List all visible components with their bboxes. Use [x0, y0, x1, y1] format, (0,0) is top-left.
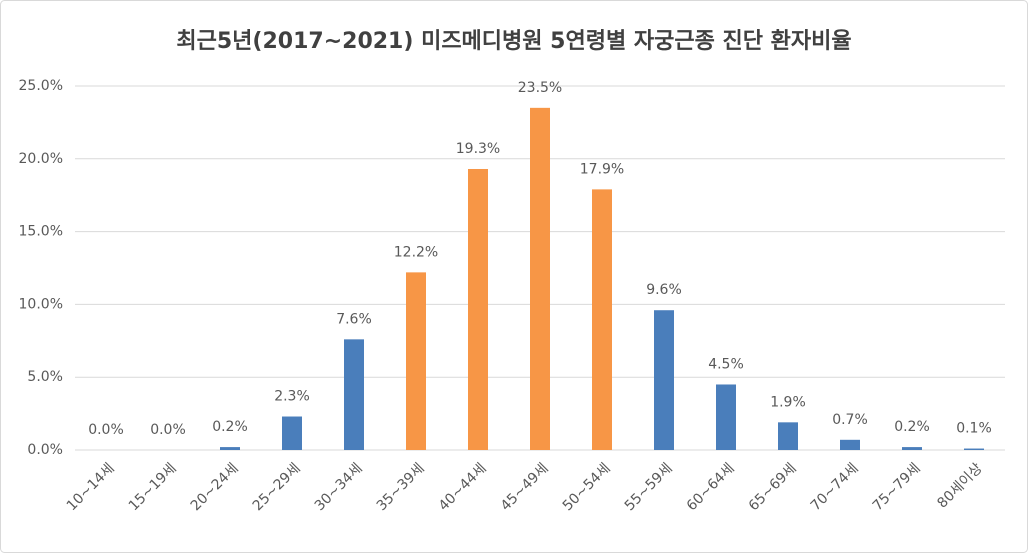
- bar: [282, 416, 302, 450]
- chart-title: 최근5년(2017~2021) 미즈메디병원 5연령별 자궁근종 진단 환자비율: [176, 29, 851, 54]
- value-label: 4.5%: [708, 356, 744, 372]
- value-label: 0.2%: [894, 419, 930, 435]
- value-label: 9.6%: [646, 282, 682, 298]
- value-label: 0.1%: [956, 421, 992, 437]
- y-tick-label: 20.0%: [19, 151, 63, 167]
- bar: [468, 168, 488, 450]
- value-label: 23.5%: [518, 80, 562, 96]
- y-tick-label: 10.0%: [19, 296, 63, 312]
- bar: [530, 107, 550, 450]
- bar: [654, 310, 674, 450]
- y-tick-label: 0.0%: [27, 442, 63, 458]
- value-label: 0.2%: [212, 419, 248, 435]
- bar: [964, 448, 984, 450]
- bar: [592, 189, 612, 450]
- bar: [344, 339, 364, 450]
- bar: [220, 447, 240, 450]
- value-label: 12.2%: [394, 244, 438, 260]
- y-tick-label: 5.0%: [27, 369, 63, 385]
- y-tick-label: 15.0%: [19, 224, 63, 240]
- value-label: 0.7%: [832, 412, 868, 428]
- value-label: 0.0%: [150, 422, 186, 438]
- bar: [840, 439, 860, 450]
- bar: [902, 447, 922, 450]
- value-label: 1.9%: [770, 394, 806, 410]
- value-label: 2.3%: [274, 389, 310, 405]
- bar: [716, 384, 736, 450]
- bar: [406, 272, 426, 450]
- y-tick-label: 25.0%: [19, 78, 63, 94]
- value-label: 19.3%: [456, 141, 500, 157]
- value-label: 7.6%: [336, 311, 372, 327]
- value-label: 17.9%: [580, 161, 624, 177]
- value-label: 0.0%: [88, 422, 124, 438]
- bar: [778, 422, 798, 450]
